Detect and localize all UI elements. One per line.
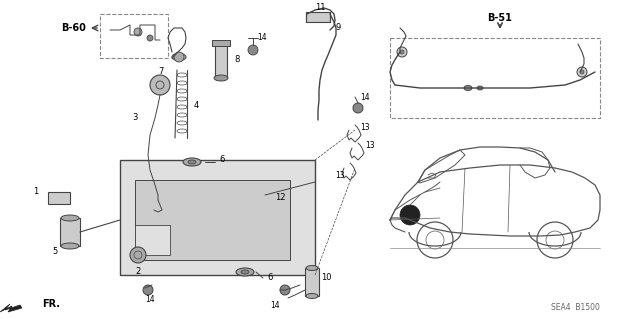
Bar <box>100 14 168 58</box>
Text: 10: 10 <box>321 273 332 283</box>
Circle shape <box>143 285 153 295</box>
Text: 12: 12 <box>275 194 285 203</box>
Ellipse shape <box>241 270 249 274</box>
Bar <box>390 38 600 118</box>
Text: B-51: B-51 <box>488 13 513 23</box>
Text: 14: 14 <box>270 300 280 309</box>
Text: 9: 9 <box>335 24 340 33</box>
Text: 6: 6 <box>220 155 225 165</box>
Text: 5: 5 <box>52 248 58 256</box>
Ellipse shape <box>61 243 79 249</box>
Text: 2: 2 <box>136 268 141 277</box>
Text: 14: 14 <box>145 295 155 305</box>
Polygon shape <box>0 304 22 312</box>
Text: 14: 14 <box>257 33 267 42</box>
Circle shape <box>248 45 258 55</box>
Circle shape <box>130 247 146 263</box>
Ellipse shape <box>214 75 228 81</box>
Text: 13: 13 <box>360 123 370 132</box>
Text: SEA4  B1500: SEA4 B1500 <box>551 303 600 313</box>
Circle shape <box>134 28 142 36</box>
Circle shape <box>353 103 363 113</box>
Circle shape <box>147 35 153 41</box>
Text: FR.: FR. <box>42 299 60 309</box>
Ellipse shape <box>306 293 318 299</box>
Ellipse shape <box>306 265 318 271</box>
Circle shape <box>280 285 290 295</box>
Text: 7: 7 <box>158 68 164 77</box>
Circle shape <box>150 75 170 95</box>
Ellipse shape <box>183 158 201 166</box>
Text: 1: 1 <box>33 188 38 197</box>
Ellipse shape <box>61 215 79 221</box>
Bar <box>120 160 315 275</box>
Text: B-60: B-60 <box>61 23 86 33</box>
Bar <box>135 225 170 255</box>
Ellipse shape <box>172 54 186 61</box>
Bar <box>306 12 330 22</box>
Text: 8: 8 <box>234 56 240 64</box>
Circle shape <box>400 205 420 225</box>
Text: 14: 14 <box>360 93 370 101</box>
Text: 13: 13 <box>335 170 345 180</box>
Ellipse shape <box>188 160 196 164</box>
Ellipse shape <box>236 268 254 276</box>
Ellipse shape <box>464 85 472 91</box>
Bar <box>135 180 290 260</box>
Bar <box>305 268 319 296</box>
Bar <box>60 218 80 246</box>
Circle shape <box>174 52 184 62</box>
Circle shape <box>580 70 584 74</box>
Circle shape <box>577 67 587 77</box>
Bar <box>212 40 230 46</box>
Bar <box>48 192 70 204</box>
Text: 6: 6 <box>268 273 273 283</box>
Ellipse shape <box>477 86 483 90</box>
Text: 13: 13 <box>365 140 375 150</box>
Circle shape <box>397 47 407 57</box>
Circle shape <box>400 50 404 54</box>
Text: 4: 4 <box>193 100 198 109</box>
Text: 11: 11 <box>315 4 325 12</box>
Text: 3: 3 <box>132 114 138 122</box>
Bar <box>215 42 227 77</box>
